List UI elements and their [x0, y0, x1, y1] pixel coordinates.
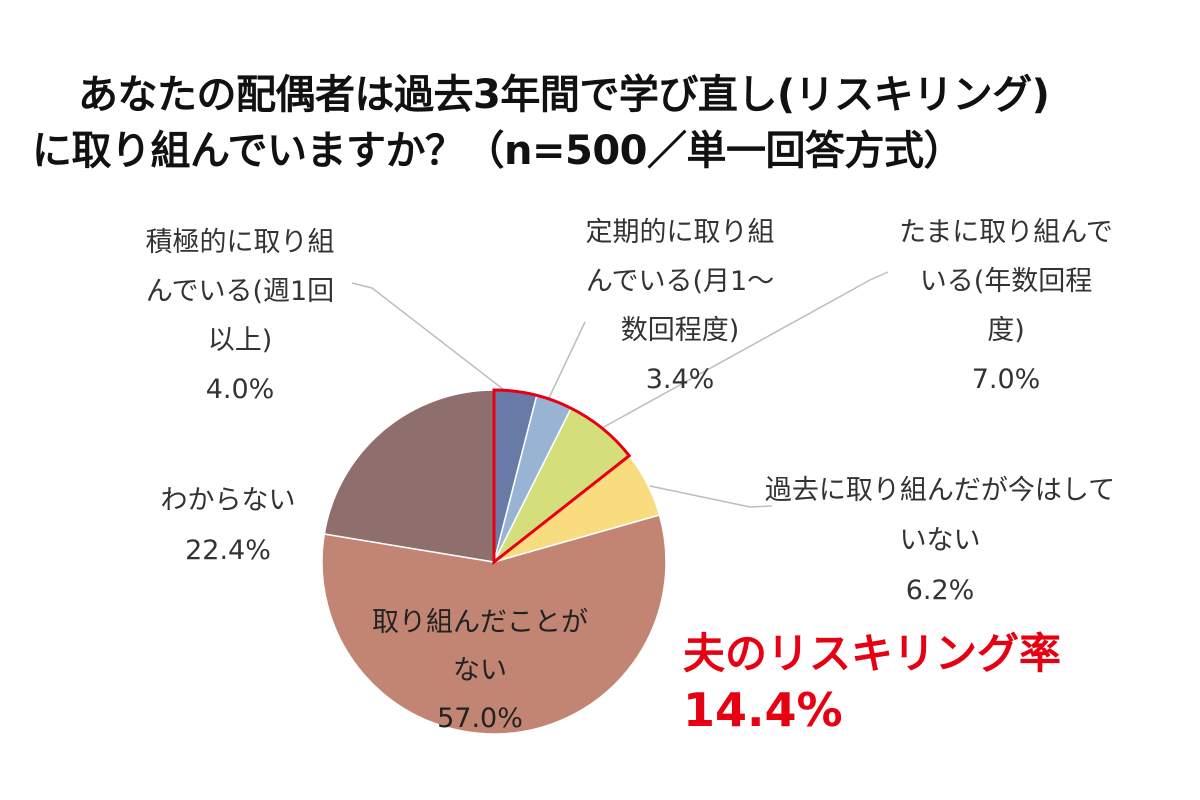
data-label-text-1-2: 数回程度) — [621, 315, 740, 346]
data-label-value-5-1: 22.4% — [185, 535, 271, 566]
highlight-outline — [492, 388, 632, 566]
chart-title-line-2: に取り組んでいますか？（n=500／単一回答方式） — [32, 128, 964, 174]
reskilling-rate-callout: 夫のリスキリング率 14.4% — [683, 620, 1061, 737]
data-label-value-0-3: 4.0% — [206, 374, 275, 405]
data-label-text-5-0: わからない — [161, 485, 296, 516]
callout-label: 夫のリスキリング率 — [683, 629, 1062, 678]
leader-line-2 — [601, 271, 889, 429]
data-label-text-1-1: んでいる(月1～ — [586, 266, 774, 297]
data-label-text-2-0: たまに取り組んで — [899, 217, 1113, 248]
data-label-text-4-0: 取り組んだことが — [372, 607, 588, 638]
data-label-text-2-1: いる(年数回程 — [920, 266, 1093, 297]
data-label-value-4-2: 57.0% — [437, 703, 523, 734]
data-label-value-2-3: 7.0% — [972, 364, 1041, 395]
data-label-text-4-1: ない — [453, 655, 507, 686]
data-label-text-3-0: 過去に取り組んだが今はして — [765, 475, 1115, 506]
data-label-text-1-0: 定期的に取り組 — [586, 217, 775, 248]
leader-line-1 — [547, 321, 586, 401]
leader-line-3 — [649, 485, 773, 508]
data-label-text-2-2: 度) — [987, 315, 1025, 346]
data-label-text-0-0: 積極的に取り組 — [146, 227, 335, 258]
callout-value: 14.4% — [683, 683, 843, 737]
data-label-text-0-1: んでいる(週1回 — [146, 276, 334, 307]
data-label-value-3-2: 6.2% — [906, 575, 975, 606]
data-label-value-1-3: 3.4% — [646, 364, 715, 395]
data-label-text-3-1: いない — [900, 525, 981, 556]
data-label-text-0-2: 以上) — [208, 325, 273, 356]
pie-slice-4 — [321, 514, 667, 735]
leader-line-0 — [351, 282, 509, 394]
chart-title: あなたの配偶者は過去3年間で学び直し(リスキリング) に取り組んでいますか？（n… — [0, 0, 1200, 180]
pie-slice-5 — [323, 389, 495, 563]
chart-title-line-1: あなたの配偶者は過去3年間で学び直し(リスキリング) — [78, 72, 1050, 118]
